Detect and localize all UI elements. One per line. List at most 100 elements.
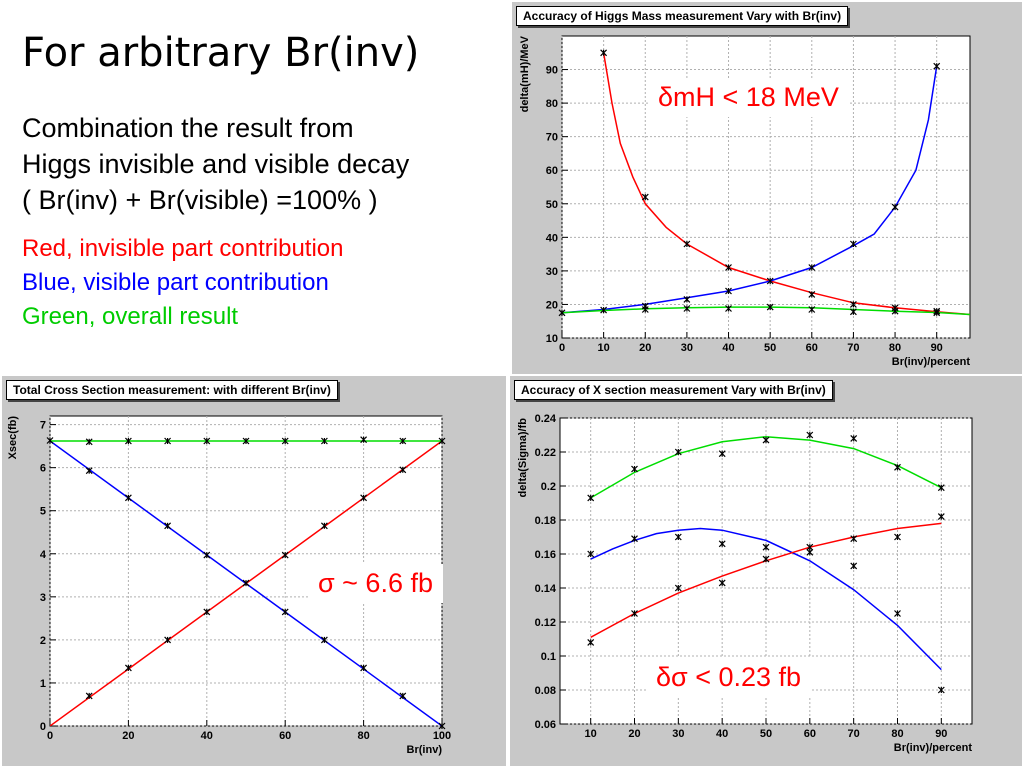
y-tick-label: 0.1 (541, 651, 556, 663)
data-point (124, 664, 132, 672)
data-point (808, 290, 816, 298)
y-tick-label: 50 (546, 199, 558, 211)
data-point (937, 484, 945, 492)
data-point (850, 535, 858, 543)
y-tick-label: 0.14 (535, 583, 557, 595)
data-point (806, 548, 814, 556)
x-tick-label: 60 (804, 728, 816, 740)
data-point (933, 307, 941, 315)
data-point (762, 555, 770, 563)
body-line: Higgs invisible and visible decay (22, 149, 410, 179)
data-point (641, 193, 649, 201)
data-point (360, 436, 368, 444)
x-tick-label: 30 (681, 342, 693, 354)
data-point (641, 302, 649, 310)
data-point (718, 579, 726, 587)
data-point (360, 494, 368, 502)
x-tick-label: 10 (585, 728, 597, 740)
x-tick-label: 20 (122, 730, 134, 742)
data-point (46, 437, 54, 444)
x-tick-label: 30 (672, 728, 684, 740)
data-point (683, 305, 691, 312)
data-point (600, 306, 608, 314)
data-point (806, 431, 814, 439)
data-point (360, 664, 368, 672)
data-point (891, 304, 899, 312)
data-point (85, 438, 93, 446)
data-point (320, 522, 328, 530)
y-axis-label: Xsec(fb) (7, 416, 19, 460)
chart-svg-xsec-accuracy: 10 20 30 40 50 60 70 80 90 0.06 0.08 0.1 0.12 0.14 0.1… (517, 413, 973, 754)
data-point (399, 466, 407, 474)
y-tick-label: 0.06 (535, 719, 556, 731)
x-axis-label: Br(inv)/percent (892, 356, 971, 368)
data-point (725, 264, 732, 271)
data-point (718, 450, 726, 458)
y-tick-label: 7 (40, 420, 46, 432)
y-tick-label: 60 (546, 165, 558, 177)
x-tick-label: 90 (931, 342, 943, 354)
y-tick-label: 90 (546, 65, 558, 77)
data-point (766, 277, 774, 285)
chart-panel-xsec: 0 20 40 60 80 100 0 1 2 3 4 5 6 7 Br(inv) Xsec(fb) Tota… (2, 376, 506, 766)
data-point (203, 551, 211, 559)
data-point (683, 240, 691, 248)
data-point (849, 300, 857, 308)
series-line-blue (590, 527, 942, 671)
data-point (85, 692, 93, 700)
x-tick-label: 40 (716, 728, 728, 740)
data-point (674, 533, 682, 541)
data-point (683, 295, 691, 303)
data-point (281, 608, 289, 616)
x-tick-label: 70 (847, 342, 859, 354)
y-tick-label: 3 (40, 592, 46, 604)
data-point (674, 448, 682, 456)
y-tick-label: 0 (40, 721, 46, 733)
x-tick-label: 60 (806, 342, 818, 354)
series-line-green (590, 435, 942, 499)
data-point (725, 287, 732, 295)
data-point (806, 543, 814, 551)
x-tick-label: 20 (628, 728, 640, 740)
data-point (674, 584, 682, 592)
data-point (587, 638, 595, 646)
body-line: Combination the result from (22, 113, 354, 143)
data-point (937, 513, 945, 521)
data-point (600, 49, 608, 57)
series-line-red (602, 52, 970, 316)
callout-xsec: σ ~ 6.6 fb (308, 564, 443, 603)
data-point (587, 494, 595, 502)
data-point (891, 203, 899, 211)
data-point (320, 636, 328, 644)
data-point (850, 562, 858, 570)
x-tick-label: 50 (764, 342, 776, 354)
chart-panel-xsec-accuracy: 10 20 30 40 50 60 70 80 90 0.06 0.08 0.1 0.12 0.14 0.1… (510, 376, 1022, 766)
data-point (164, 437, 172, 445)
chart-title-xsec: Total Cross Section measurement: with di… (6, 380, 338, 400)
data-point (85, 467, 93, 475)
body-text: Combination the result from Higgs invisi… (22, 110, 409, 218)
y-tick-label: 0.12 (535, 617, 556, 629)
data-point (631, 465, 638, 473)
y-tick-label: 80 (546, 98, 558, 110)
chart-title-mass: Accuracy of Higgs Mass measurement Vary … (516, 6, 849, 26)
data-point (438, 722, 446, 730)
x-tick-label: 0 (559, 342, 565, 354)
x-tick-label: 70 (848, 728, 860, 740)
body-line: ( Br(inv) + Br(visible) =100% ) (22, 185, 378, 215)
data-point (933, 62, 941, 70)
data-point (281, 551, 289, 559)
data-point (164, 522, 172, 530)
x-axis-label: Br(inv)/percent (894, 742, 973, 754)
legend-red-text: Red, invisible part contribution (22, 235, 344, 262)
y-tick-label: 0.18 (535, 515, 556, 527)
x-tick-label: 80 (889, 342, 901, 354)
data-point (894, 463, 901, 471)
data-point (587, 550, 595, 558)
y-tick-label: 0.24 (535, 413, 557, 425)
data-point (164, 636, 172, 644)
chart-svg-mass: 0 10 20 30 40 50 60 70 80 90102030405060708090Br(… (519, 35, 971, 368)
chart-panel-mass: 0 10 20 30 40 50 60 70 80 90 10 20 30 40 50 60 70 80 90 Br(… (512, 2, 1022, 374)
x-tick-label: 80 (357, 730, 369, 742)
y-tick-label: 0.08 (535, 685, 556, 697)
